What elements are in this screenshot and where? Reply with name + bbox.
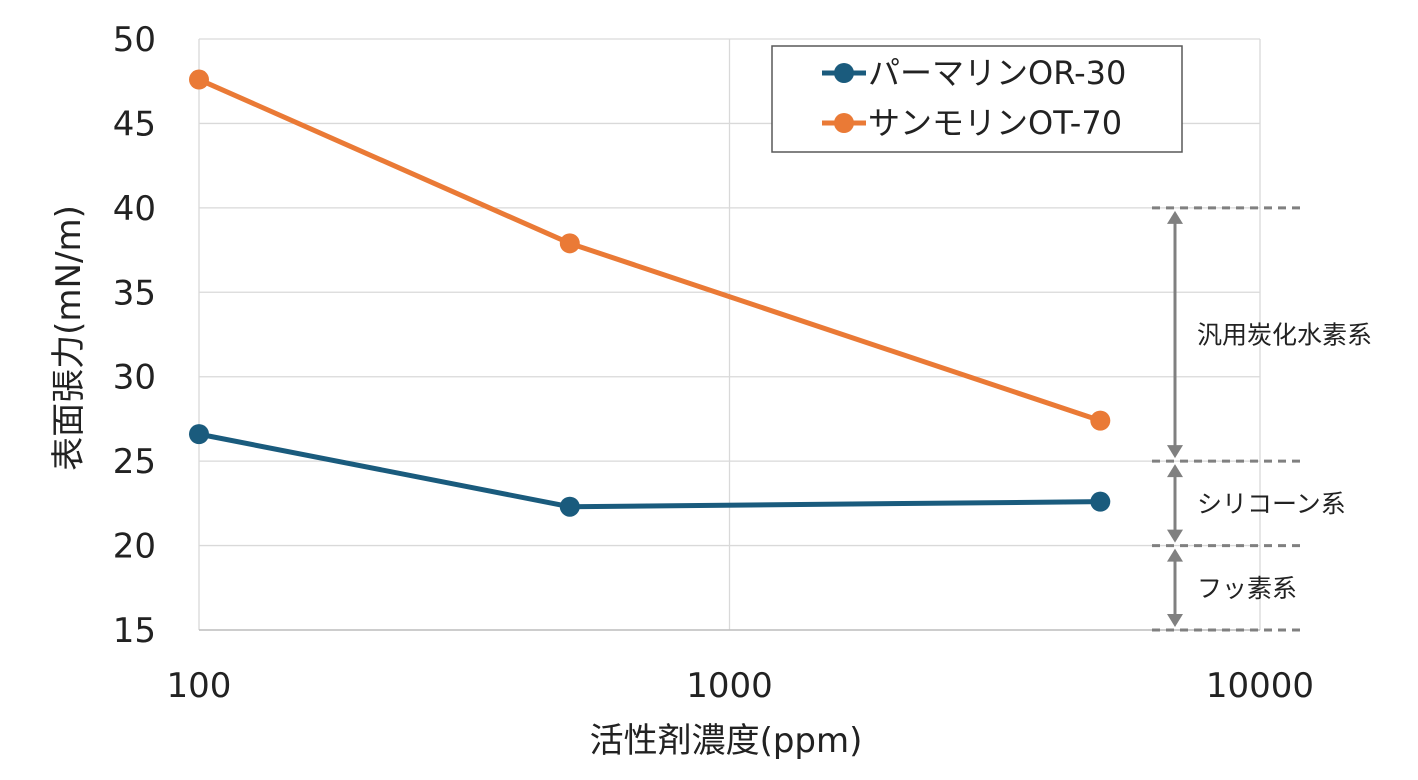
legend-label: パーマリンOR-30 (868, 54, 1126, 92)
x-axis-ticks: 100 1000 10000 (167, 666, 1315, 706)
y-tick-label: 45 (113, 104, 156, 144)
data-point (189, 424, 209, 445)
y-tick-label: 20 (113, 527, 156, 567)
y-tick-label: 30 (113, 358, 156, 398)
series-line (198, 431, 1101, 510)
range-arrow-head-up (1167, 464, 1183, 478)
x-axis-title: 活性剤濃度(ppm) (590, 721, 863, 761)
y-tick-label: 35 (113, 273, 156, 313)
x-tick-label: 1000 (686, 666, 773, 706)
y-axis-ticks: 15 20 25 30 35 40 45 50 (113, 20, 156, 651)
grid-lines (198, 38, 1261, 631)
legend-box (771, 45, 1183, 153)
y-tick-label: 25 (113, 442, 156, 482)
range-arrow-head-down (1167, 445, 1183, 459)
x-tick-label: 10000 (1206, 666, 1314, 706)
y-tick-label: 15 (113, 611, 156, 651)
range-label: シリコーン系 (1197, 489, 1346, 518)
data-point (1090, 491, 1111, 512)
y-tick-label: 40 (113, 189, 156, 229)
range-label: フッ素系 (1197, 574, 1297, 603)
data-point (559, 496, 580, 517)
legend-swatch-marker (834, 63, 854, 83)
y-axis-title: 表面張力(mN/m) (49, 205, 89, 471)
range-arrow-head-up (1167, 548, 1183, 562)
range-arrow-head-up (1167, 210, 1183, 224)
x-tick-label: 100 (167, 666, 232, 706)
legend-swatch-marker (834, 113, 854, 133)
legend-label: サンモリンOT-70 (868, 104, 1122, 142)
range-arrow-head-down (1167, 529, 1183, 543)
data-point (189, 69, 209, 90)
range-label: 汎用炭化水素系 (1197, 321, 1372, 350)
range-arrow-head-down (1167, 614, 1183, 627)
data-point (1090, 410, 1111, 431)
data-series (189, 69, 1111, 517)
y-tick-label: 50 (113, 20, 156, 60)
data-point (559, 233, 580, 254)
legend: パーマリンOR-30 サンモリンOT-70 (771, 45, 1183, 153)
